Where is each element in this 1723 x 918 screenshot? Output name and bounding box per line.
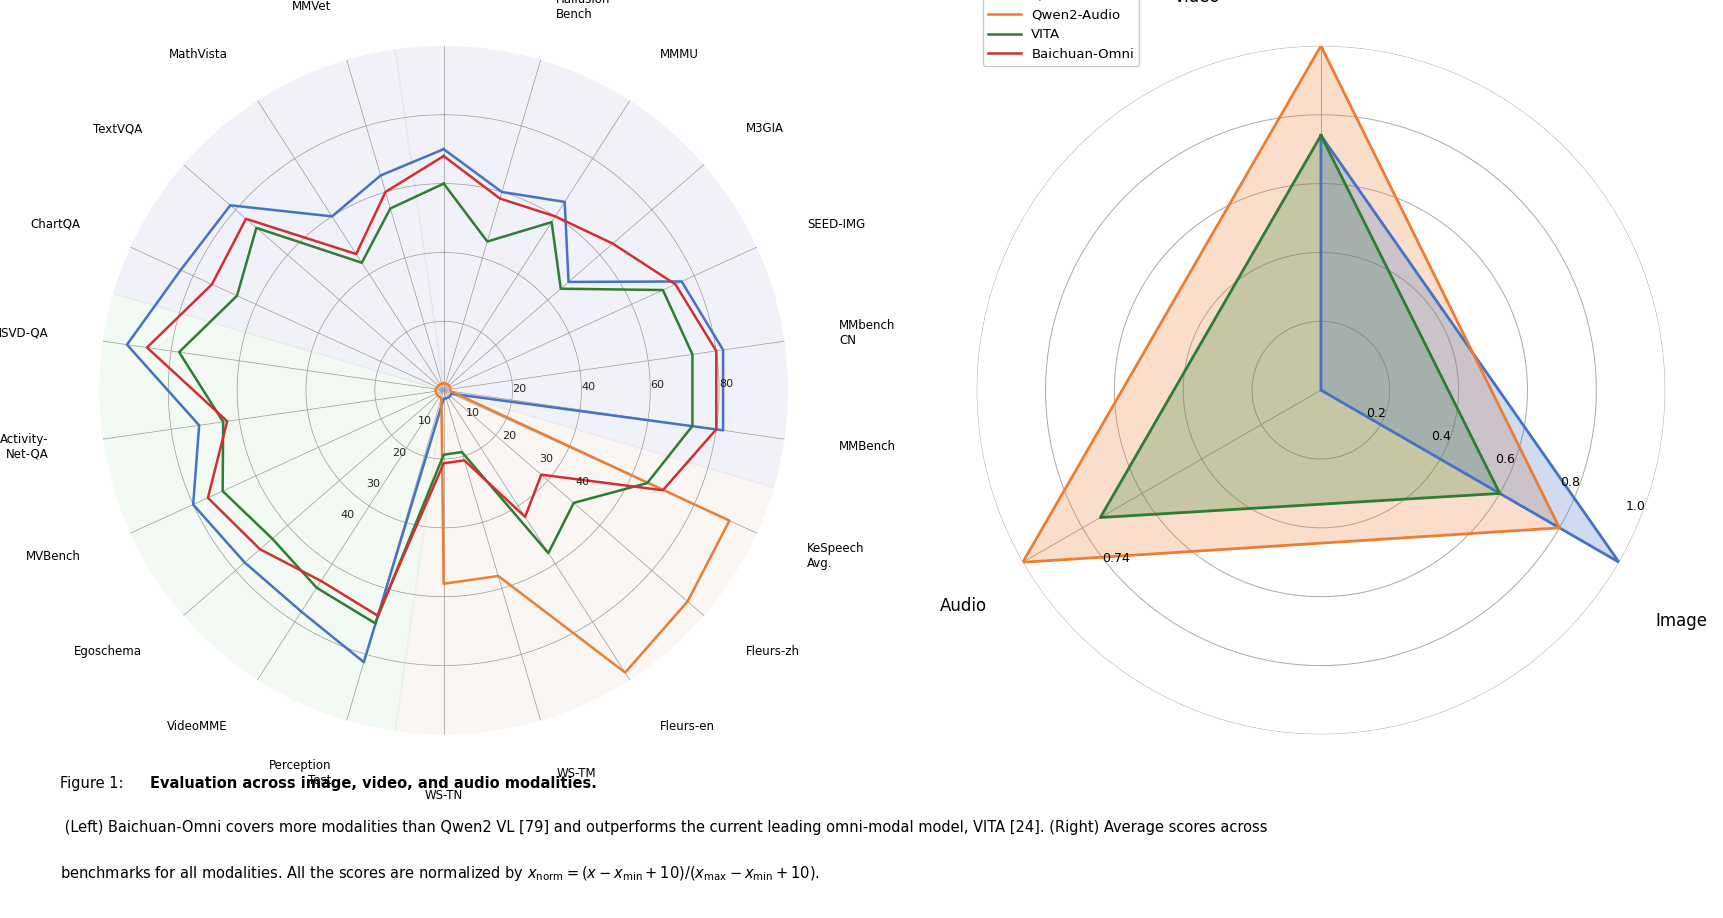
Polygon shape [1022,46,1559,563]
Text: 30: 30 [539,454,553,465]
Text: MMbench
CN: MMbench CN [839,319,894,347]
Text: VideoMME: VideoMME [167,720,227,733]
Polygon shape [1320,135,1618,562]
Text: 20: 20 [501,431,517,442]
Text: MVBench: MVBench [26,550,81,563]
Text: Fleurs-zh: Fleurs-zh [744,645,799,658]
Text: 0.4: 0.4 [1430,430,1449,443]
Text: Perception
Test: Perception Test [269,759,331,788]
Text: benchmarks for all modalities. All the scores are normalized by $x_\mathrm{norm}: benchmarks for all modalities. All the s… [60,864,820,883]
Text: 60: 60 [650,380,663,390]
Text: 40: 40 [339,510,355,520]
Text: MMBench: MMBench [839,441,896,453]
Text: Video: Video [1173,0,1220,6]
Text: 10: 10 [417,417,432,426]
Text: Image: Image [1654,611,1706,630]
Text: 0.2: 0.2 [1365,407,1385,420]
Text: 40: 40 [575,477,589,487]
Text: Fleurs-en: Fleurs-en [660,720,713,733]
Text: Audio: Audio [939,597,986,615]
Text: MathVista: MathVista [169,48,227,61]
Text: Figure 1:: Figure 1: [60,776,129,790]
Text: M3GIA: M3GIA [744,122,782,135]
Text: 30: 30 [365,479,381,488]
Text: MSVD-QA: MSVD-QA [0,327,48,340]
Text: WS-TN: WS-TN [424,789,462,802]
Text: MMVet: MMVet [291,1,331,14]
Polygon shape [1099,135,1499,518]
Text: 0.74: 0.74 [1101,553,1129,565]
Text: 20: 20 [512,384,526,394]
Text: Activity-
Net-QA: Activity- Net-QA [0,433,48,461]
Text: 0.6: 0.6 [1494,453,1515,466]
Text: ChartQA: ChartQA [31,218,81,230]
Legend: Qwen2-VL, Qwen2-Audio, VITA, Baichuan-Omni: Qwen2-VL, Qwen2-Audio, VITA, Baichuan-Om… [982,0,1139,66]
Text: 10: 10 [465,409,479,419]
Text: 80: 80 [718,379,732,389]
Text: (Left) Baichuan-Omni covers more modalities than Qwen2 VL [79] and outperforms t: (Left) Baichuan-Omni covers more modalit… [60,820,1266,834]
Text: SEED-IMG: SEED-IMG [806,218,865,230]
Text: MMMU: MMMU [660,48,698,61]
Text: 20: 20 [391,448,407,457]
Text: WS-TM: WS-TM [557,767,596,779]
Text: Egoschema: Egoschema [74,645,141,658]
Text: KeSpeech
Avg.: KeSpeech Avg. [806,542,863,570]
Text: 1.0: 1.0 [1625,499,1644,512]
Text: TextVQA: TextVQA [93,122,141,135]
Text: Evaluation across image, video, and audio modalities.: Evaluation across image, video, and audi… [150,776,596,790]
Text: 0.8: 0.8 [1559,476,1580,489]
Text: 40: 40 [581,382,594,392]
Text: Hallusion-
Bench: Hallusion- Bench [557,0,615,21]
